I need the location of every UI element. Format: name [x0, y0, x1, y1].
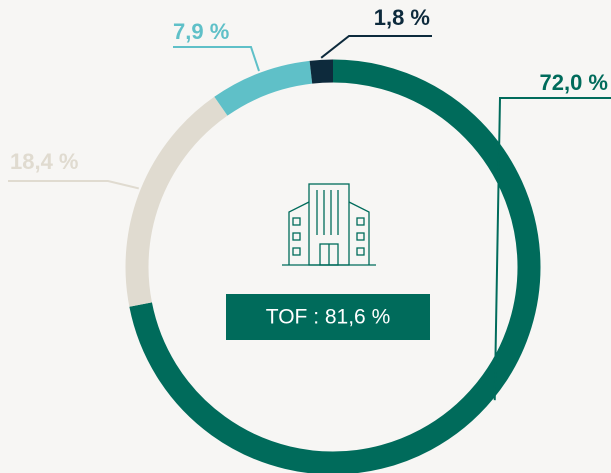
leader-line	[320, 35, 432, 59]
donut-segment	[129, 59, 541, 473]
center-box	[226, 294, 430, 340]
leader-line	[8, 180, 140, 190]
donut-segment	[309, 59, 334, 84]
donut-segment	[214, 60, 313, 116]
center-label: TOF : 81,6 %	[266, 306, 391, 329]
leader-line	[493, 97, 611, 401]
donut-segment	[125, 96, 228, 307]
building-icon	[282, 183, 376, 266]
value-label: 1,8 %	[374, 5, 430, 30]
value-label: 72,0 %	[540, 70, 609, 95]
value-label: 7,9 %	[173, 19, 229, 44]
leader-line	[173, 46, 260, 72]
value-label: 18,4 %	[10, 149, 79, 174]
